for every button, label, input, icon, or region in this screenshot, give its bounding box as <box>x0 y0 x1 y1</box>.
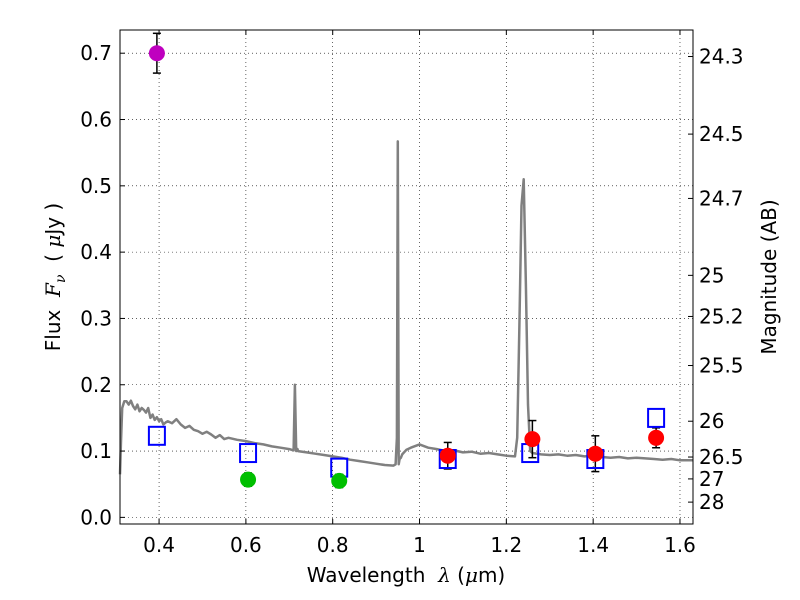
nu-subscript: ν <box>53 274 69 283</box>
y-tick-label: 0.1 <box>80 439 112 463</box>
data-point-red <box>648 429 665 446</box>
mag-tick-label: 26.5 <box>699 445 744 469</box>
mu-symbol: μ <box>465 563 478 587</box>
mag-tick-label: 24.3 <box>699 45 744 69</box>
y-tick-label: 0.7 <box>80 41 112 65</box>
mag-tick-label: 24.7 <box>699 186 744 210</box>
mu-unit-symbol: μ <box>41 235 65 248</box>
x-tick-label: 0.8 <box>317 533 349 557</box>
x-axis-label: Wavelength λ (μm) <box>307 563 506 587</box>
mag-tick-label: 25.5 <box>699 354 744 378</box>
data-point-red <box>439 447 456 464</box>
model-square <box>239 443 258 464</box>
x-tick-label: 1 <box>413 533 426 557</box>
y-axis-label: Flux Fν ( μJy ) <box>41 203 69 351</box>
x-tick-label: 1.6 <box>664 533 696 557</box>
x-tick-label: 1.2 <box>490 533 522 557</box>
mag-tick-label: 26 <box>699 409 724 433</box>
spectrum-layer <box>118 140 693 475</box>
x-tick-label: 1.4 <box>577 533 609 557</box>
mag-tick-label: 27 <box>699 467 724 491</box>
data-point-red <box>587 445 604 462</box>
y-tick-label: 0.3 <box>80 306 112 330</box>
mag-tick-label: 28 <box>699 490 724 514</box>
data-point-magenta <box>148 45 165 62</box>
model-square <box>647 407 666 428</box>
mag-tick-label: 25.2 <box>699 304 744 328</box>
mag-tick-label: 25 <box>699 263 724 287</box>
y-tick-label: 0.5 <box>80 174 112 198</box>
data-points <box>148 45 665 489</box>
data-point-red <box>524 431 541 448</box>
axis-ticks: 0.4 0.6 0.8 1 1.2 1.4 1.6 0.0 0.1 0.2 0.3 0.4 0.5 0.6… <box>80 30 744 557</box>
x-tick-label: 0.4 <box>143 533 175 557</box>
plot-area <box>120 30 693 524</box>
plot-frame <box>119 29 694 525</box>
spectrum-line <box>118 140 693 475</box>
mag-tick-label: 24.5 <box>699 122 744 146</box>
flux-symbol: F <box>41 282 65 298</box>
data-point-green <box>331 472 348 489</box>
data-point-green <box>240 471 257 488</box>
y-tick-label: 0.6 <box>80 108 112 132</box>
y-tick-label: 0.0 <box>80 505 112 529</box>
y-tick-label: 0.4 <box>80 240 112 264</box>
y-tick-label: 0.2 <box>80 373 112 397</box>
x-tick-label: 0.6 <box>230 533 262 557</box>
model-square <box>147 425 166 446</box>
lambda-symbol: λ <box>437 563 451 587</box>
y2-axis-label: Magnitude (AB) <box>757 199 781 354</box>
